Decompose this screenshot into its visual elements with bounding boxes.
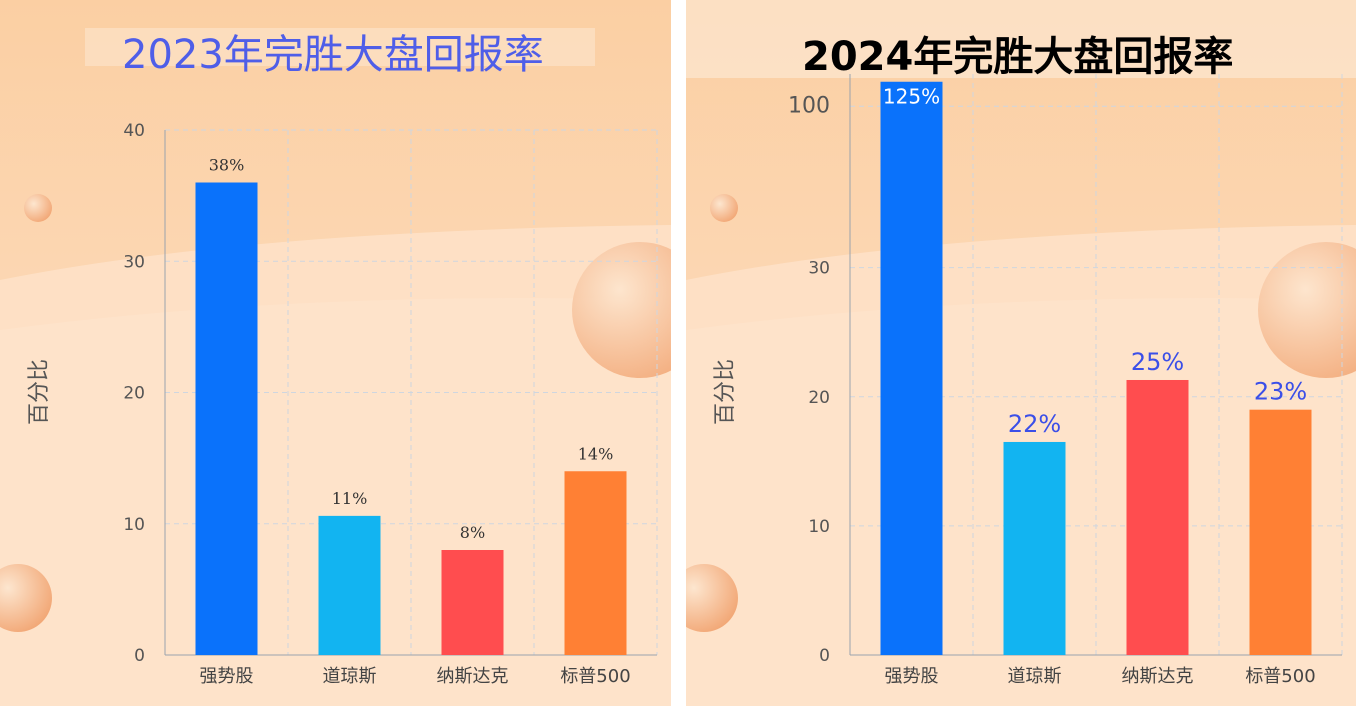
x-tick-label: 强势股 — [200, 666, 254, 687]
bar — [1249, 409, 1312, 655]
data-label: 11% — [332, 489, 368, 508]
y-tick-label: 30 — [123, 252, 145, 272]
y-tick-label: 100 — [788, 93, 830, 118]
bar — [441, 550, 504, 655]
data-label: 22% — [1008, 410, 1061, 438]
x-tick-label: 纳斯达克 — [1122, 666, 1194, 687]
bar — [564, 471, 627, 655]
y-tick-label: 0 — [134, 646, 145, 666]
x-tick-label: 纳斯达克 — [437, 666, 509, 687]
bar — [195, 182, 258, 655]
y-tick-label: 20 — [123, 384, 145, 404]
y-axis-label: 百分比 — [713, 359, 738, 425]
y-axis-label: 百分比 — [27, 359, 52, 425]
chart-title: 2024年完胜大盘回报率 — [802, 34, 1234, 80]
bar — [880, 81, 943, 656]
data-label: 14% — [578, 444, 614, 463]
bar — [1003, 441, 1066, 655]
chart-panel-2023: 2023年完胜大盘回报率 0 10 20 30 40 百分比 38% 强势股 11% 道琼斯 8% 纳… — [0, 0, 671, 706]
y-tick-label: 0 — [819, 646, 830, 666]
data-label: 23% — [1254, 378, 1307, 406]
x-tick-label: 强势股 — [885, 666, 939, 687]
bar-chart-2023: 0 10 20 30 40 百分比 38% 强势股 11% 道琼斯 8% 纳斯达克 14% 标普500 — [27, 121, 658, 687]
chart-panel-2024: 2024年完胜大盘回报率 0 10 20 30 100 百分比 125% 强势股 22% 道琼斯 2… — [686, 0, 1356, 706]
bar-chart-2024: 0 10 20 30 100 百分比 125% 强势股 22% 道琼斯 25% 纳斯达克 23% 标普50… — [713, 74, 1343, 687]
y-tick-label: 10 — [123, 515, 145, 535]
x-tick-label: 道琼斯 — [1008, 666, 1062, 687]
bar — [1126, 379, 1189, 655]
data-label: 25% — [1131, 348, 1184, 376]
y-tick-label: 20 — [808, 388, 830, 408]
data-label: 125% — [883, 85, 940, 109]
x-tick-label: 道琼斯 — [323, 666, 377, 687]
y-tick-label: 10 — [808, 517, 830, 537]
y-tick-label: 40 — [123, 121, 145, 141]
bar — [318, 515, 381, 655]
data-label: 8% — [460, 523, 485, 542]
y-tick-label: 30 — [808, 259, 830, 279]
x-tick-label: 标普500 — [1245, 666, 1315, 687]
x-tick-label: 标普500 — [560, 666, 630, 687]
data-label: 38% — [209, 156, 245, 175]
chart-title: 2023年完胜大盘回报率 — [122, 32, 544, 78]
